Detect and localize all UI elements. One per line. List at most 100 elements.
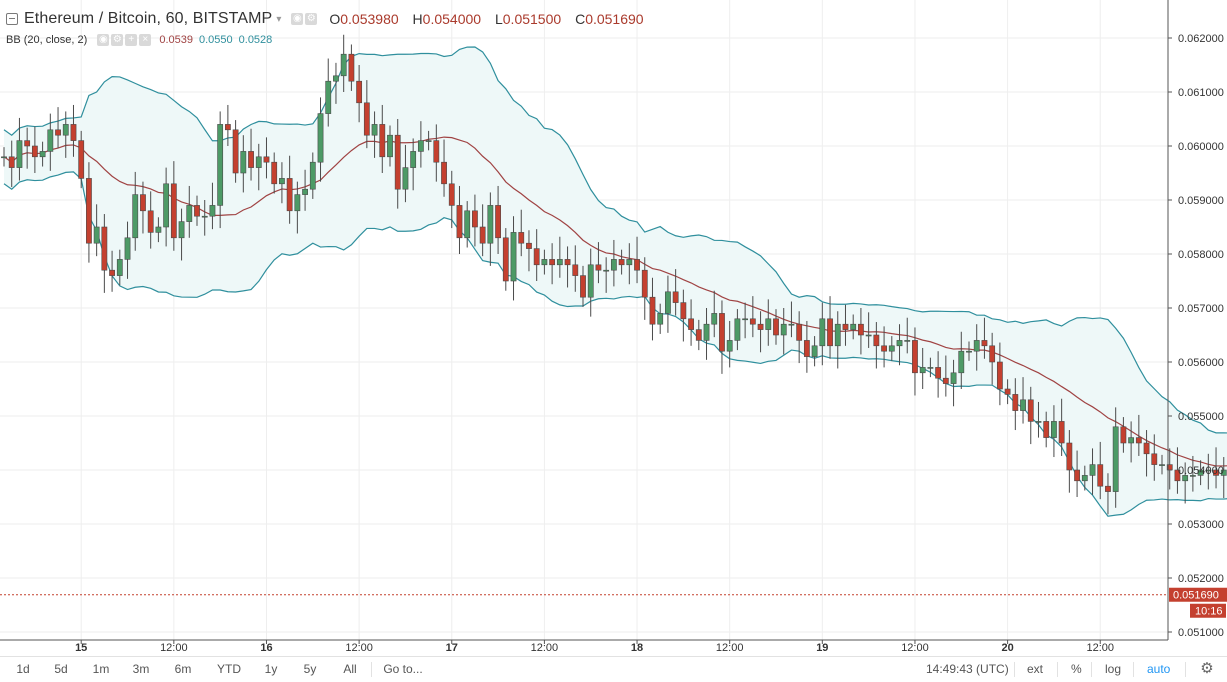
price-tick-label: 0.060000 — [1178, 141, 1224, 153]
indicator-lower-value: 0.0528 — [238, 34, 273, 46]
last-price-label: 0.051690 — [1173, 590, 1219, 602]
candle-body — [379, 124, 386, 158]
candle — [827, 296, 833, 359]
percent-toggle[interactable]: % — [1071, 662, 1082, 676]
gear-icon[interactable]: ⚙ — [1200, 660, 1214, 677]
price-axis[interactable]: 0.051000 0.052000 0.053000 0.054000 0.055000… — [1167, 0, 1227, 640]
range-ytd-button[interactable]: YTD — [217, 662, 241, 676]
ext-toggle[interactable]: ext — [1027, 662, 1044, 676]
price-tick-label: 0.054000 — [1178, 465, 1224, 477]
candle — [348, 44, 355, 91]
candle-body — [1174, 469, 1181, 482]
candle-body — [803, 340, 810, 357]
range-1d-button[interactable]: 1d — [16, 662, 30, 676]
candle — [255, 143, 262, 191]
candle — [155, 217, 162, 243]
range-5d-button[interactable]: 5d — [54, 662, 68, 676]
time-tick-label: 16 — [260, 642, 272, 654]
countdown-label: 10:16 — [1195, 606, 1223, 618]
candle — [1089, 448, 1096, 495]
candle — [109, 250, 115, 292]
close-icon[interactable]: × — [139, 34, 152, 46]
candle-body — [556, 259, 563, 266]
candle-body — [394, 134, 401, 190]
candle — [8, 140, 15, 188]
log-toggle[interactable]: log — [1105, 662, 1122, 676]
candle — [248, 128, 254, 181]
candle — [564, 246, 571, 288]
candle — [31, 126, 38, 173]
candle-body — [286, 178, 293, 212]
candle — [1, 147, 7, 167]
toolbar-separator — [371, 662, 372, 677]
toolbar-separator — [1185, 662, 1186, 677]
candle-body — [680, 302, 687, 320]
candle — [425, 130, 432, 151]
candle — [1189, 455, 1196, 492]
bollinger-upper-line — [3, 46, 1227, 434]
candle — [634, 236, 640, 284]
price-chart[interactable]: 0.051000 0.052000 0.053000 0.054000 0.055000… — [0, 0, 1227, 656]
indicator-label[interactable]: BB (20, close, 2) — [6, 34, 88, 46]
candle-body — [201, 215, 208, 218]
price-tick-label: 0.051000 — [1178, 627, 1224, 639]
candle — [487, 192, 494, 266]
candle — [224, 104, 231, 146]
plus-icon[interactable]: + — [125, 34, 138, 46]
candle — [379, 104, 386, 173]
time-axis[interactable]: 15 12:00 16 12:00 17 12:00 18 12:00 19 12:00 20 12:… — [0, 639, 1168, 654]
range-all-button[interactable]: All — [343, 662, 357, 676]
chart-legend: Ethereum / Bitcoin, 60, BITSTAMP ▾ ◉ ⚙ O… — [0, 0, 760, 58]
candle-body — [873, 334, 880, 347]
ohlc-low-key: L — [494, 11, 503, 27]
symbol-title[interactable]: Ethereum / Bitcoin, 60, BITSTAMP — [24, 10, 273, 27]
candle — [132, 171, 139, 251]
range-3m-button[interactable]: 3m — [132, 662, 150, 676]
candle — [865, 312, 872, 348]
candle-body — [132, 194, 139, 239]
candle — [695, 319, 702, 351]
price-tick-label: 0.052000 — [1178, 573, 1224, 585]
candle — [556, 236, 563, 278]
candle-body — [417, 140, 424, 152]
range-6m-button[interactable]: 6m — [174, 662, 192, 676]
range-1m-button[interactable]: 1m — [92, 662, 110, 676]
chevron-down-icon[interactable]: ▾ — [276, 13, 282, 25]
range-1y-button[interactable]: 1y — [264, 662, 278, 676]
candle-body — [780, 323, 787, 336]
candle-body — [387, 134, 393, 158]
candle-body — [1089, 464, 1096, 476]
candle — [958, 331, 965, 389]
candle-body — [958, 350, 965, 374]
candle — [479, 204, 486, 257]
candle-body — [1105, 485, 1111, 492]
candle-body — [587, 264, 594, 298]
candle — [657, 303, 664, 334]
candle-body — [788, 323, 795, 326]
candle — [309, 152, 316, 199]
range-5y-button[interactable]: 5y — [303, 662, 317, 676]
goto-button[interactable]: Go to... — [383, 662, 423, 676]
candle-body — [425, 140, 432, 142]
auto-toggle[interactable]: auto — [1147, 662, 1171, 676]
settings-small-icon[interactable]: ⚙ — [111, 34, 124, 46]
candle-body — [147, 210, 154, 233]
candle-body — [140, 194, 146, 212]
ohlc-close-value: 0.051690 — [585, 11, 644, 27]
ohlc-readout: O0.053980 H0.054000 L0.051500 C0.051690 — [329, 11, 653, 27]
settings-small-icon[interactable]: ⚙ — [305, 13, 318, 25]
candle-body — [294, 194, 301, 212]
candle-body — [842, 323, 849, 330]
eye-icon[interactable]: ◉ — [291, 13, 304, 25]
candle — [549, 243, 556, 285]
clock-readout[interactable]: 14:49:43 (UTC) — [926, 662, 1009, 676]
collapse-icon[interactable] — [6, 13, 18, 25]
candle — [904, 317, 911, 354]
candle — [1058, 398, 1065, 456]
candle — [456, 185, 463, 254]
eye-icon[interactable]: ◉ — [97, 34, 110, 46]
candle — [981, 317, 988, 359]
candle-body — [8, 156, 15, 168]
candle-body — [1035, 421, 1042, 423]
candle-body — [1220, 469, 1227, 476]
